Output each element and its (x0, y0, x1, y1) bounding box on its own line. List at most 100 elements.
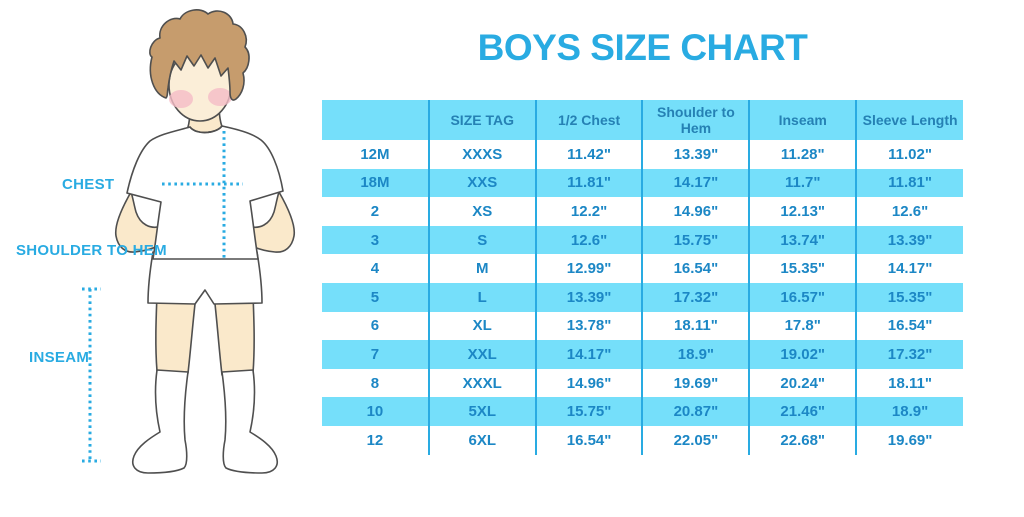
size-row: 5 L 13.39" 17.32" 16.57" 15.35" (322, 282, 963, 312)
size-cell: 15.75" (534, 397, 643, 426)
size-cell: 6XL (427, 425, 536, 455)
size-row: 12M XXXS 11.42" 13.39" 11.28" 11.02" (322, 140, 963, 169)
size-cell: 11.81" (534, 168, 643, 198)
size-cell: 17.32" (855, 340, 963, 369)
size-cell: 15.35" (748, 254, 857, 283)
size-cell: 12.99" (534, 254, 643, 283)
size-row: 18M XXS 11.81" 14.17" 11.7" 11.81" (322, 168, 963, 198)
size-cell: 11.02" (855, 140, 963, 169)
size-row: 10 5XL 15.75" 20.87" 21.46" 18.9" (322, 397, 963, 426)
size-cell: M (427, 254, 536, 283)
age-cell: 6 (370, 317, 380, 335)
size-cell: XXS (427, 168, 536, 198)
size-cell: 12.13" (748, 197, 857, 226)
size-cell: 18.9" (641, 340, 750, 369)
size-cell: 19.69" (855, 425, 963, 455)
size-row: 3 S 12.6" 15.75" 13.74" 13.39" (322, 225, 963, 255)
size-cell: 12.6" (855, 197, 963, 226)
size-cell: 20.87" (641, 397, 750, 426)
column-header: Sleeve Length (855, 100, 963, 140)
size-cell: XL (427, 311, 536, 341)
size-cell: 14.17" (641, 168, 750, 198)
size-cell: 17.32" (641, 282, 750, 312)
size-cell: 11.28" (748, 140, 857, 169)
size-row: 6 XL 13.78" 18.11" 17.8" 16.54" (322, 311, 963, 341)
size-cell: XXXS (427, 140, 536, 169)
boy-shorts (147, 251, 263, 305)
size-cell: 16.54" (641, 254, 750, 283)
size-cell: 19.69" (641, 368, 750, 398)
boy-sock-right (221, 369, 278, 474)
column-header: 1/2 Chest (534, 100, 643, 140)
size-cell: XXL (427, 340, 536, 369)
chest-label: CHEST (62, 176, 115, 193)
age-cell: 5 (322, 282, 429, 312)
size-cell: 13.74" (748, 225, 857, 255)
size-cell: 18.9" (855, 397, 963, 426)
size-cell: 13.39" (855, 225, 963, 255)
size-cell: 18.11" (641, 311, 750, 341)
size-cell: 11.81" (855, 168, 963, 198)
size-cell: 22.05" (641, 425, 750, 455)
size-cell: 21.46" (748, 397, 857, 426)
age-cell: 10 (322, 397, 429, 426)
size-cell: 14.96" (534, 368, 643, 398)
boy-leg-left (155, 294, 197, 374)
boy-collar (189, 125, 223, 134)
size-cell: 19.02" (748, 340, 857, 369)
measurement-figure: CHEST SHOULDER TO HEM INSEAM (0, 0, 320, 512)
shoulder-to-hem-label: SHOULDER TO HEM (16, 242, 167, 259)
boy-illustration (82, 9, 296, 474)
size-row: 7 XXL 14.17" 18.9" 19.02" 17.32" (322, 340, 963, 369)
boy-leg-right (213, 294, 255, 376)
age-cell: 3 (322, 225, 429, 255)
boy-sock-left (132, 369, 189, 474)
column-header: Shoulder to Hem (641, 100, 750, 140)
boy-tshirt (126, 125, 284, 260)
column-header (322, 100, 429, 140)
size-cell: 11.7" (748, 168, 857, 198)
age-cell: 2 (370, 202, 380, 220)
size-cell: 5XL (427, 397, 536, 426)
boy-hair (149, 9, 250, 101)
age-cell: 12M (360, 145, 390, 163)
size-cell: 16.54" (855, 311, 963, 341)
column-header: Inseam (748, 100, 857, 140)
size-cell: XS (427, 197, 536, 226)
boy-blush-right (208, 88, 232, 106)
size-cell: 14.17" (534, 340, 643, 369)
size-cell: 12.6" (534, 225, 643, 255)
size-cell: 14.17" (855, 254, 963, 283)
size-cell: L (427, 282, 536, 312)
header-row: SIZE TAG 1/2 Chest Shoulder to Hem Inseam Sl… (322, 100, 963, 140)
size-cell: 16.57" (748, 282, 857, 312)
table-header: SIZE TAG 1/2 Chest Shoulder to Hem Inseam Sl… (322, 100, 963, 140)
size-cell: 13.78" (534, 311, 643, 341)
size-row: 8 XXXL 14.96" 19.69" 20.24" 18.11" (322, 368, 963, 398)
boy-blush-left (169, 90, 193, 108)
age-cell: 7 (322, 340, 429, 369)
page-title: BOYS SIZE CHART (477, 27, 808, 68)
size-cell: 15.75" (641, 225, 750, 255)
age-cell: 8 (370, 374, 380, 392)
size-row: 12 6XL 16.54" 22.05" 22.68" 19.69" (322, 425, 963, 455)
size-cell: 20.24" (748, 368, 857, 398)
size-chart-table: SIZE TAG 1/2 Chest Shoulder to Hem Inseam Sl… (322, 100, 963, 455)
age-cell: 4 (370, 260, 380, 278)
age-cell: 18M (322, 168, 429, 198)
size-cell: 12.2" (534, 197, 643, 226)
size-cell: 11.42" (534, 140, 643, 169)
size-cell: 13.39" (534, 282, 643, 312)
size-cell: 14.96" (641, 197, 750, 226)
column-header: SIZE TAG (427, 100, 536, 140)
size-row: 2 XS 12.2" 14.96" 12.13" 12.6" (322, 197, 963, 226)
table-body: 12M XXXS 11.42" 13.39" 11.28" 11.02" 18M XXS 11.… (322, 140, 963, 455)
size-row: 4 M 12.99" 16.54" 15.35" 14.17" (322, 254, 963, 283)
size-cell: 16.54" (534, 425, 643, 455)
size-cell: 17.8" (748, 311, 857, 341)
size-cell: 15.35" (855, 282, 963, 312)
boy-arm-right (247, 191, 296, 253)
size-cell: S (427, 225, 536, 255)
boy-arm-left (114, 191, 163, 253)
inseam-label: INSEAM (29, 349, 90, 366)
